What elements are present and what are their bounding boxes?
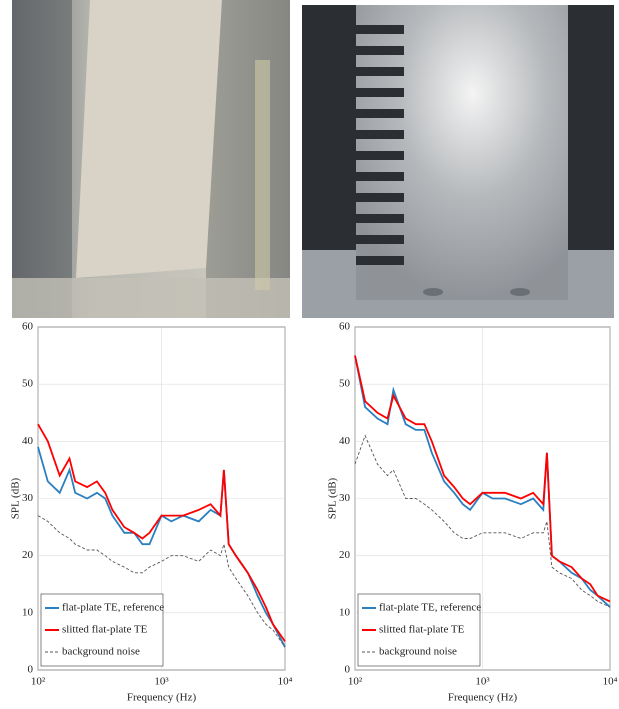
y-tick-label: 50 bbox=[22, 378, 34, 390]
legend-label: flat-plate TE, reference bbox=[62, 602, 164, 614]
series-line bbox=[37, 423, 286, 642]
x-tick-label: 10⁴ bbox=[603, 676, 618, 688]
legend-label: slitted flat-plate TE bbox=[379, 624, 465, 636]
y-tick-label: 40 bbox=[22, 435, 34, 447]
x-tick-label: 10² bbox=[31, 676, 46, 688]
legend-box bbox=[357, 593, 481, 667]
photo-slitted-plate bbox=[302, 5, 614, 318]
x-tick-label: 10⁴ bbox=[278, 676, 293, 688]
y-axis-label: SPL (dB) bbox=[327, 477, 339, 519]
y-tick-label: 10 bbox=[339, 606, 351, 618]
y-tick-label: 60 bbox=[22, 321, 34, 333]
series-line bbox=[37, 515, 286, 648]
legend-label: background noise bbox=[379, 646, 457, 658]
y-tick-label: 50 bbox=[339, 378, 351, 390]
charts: 0 10 20 30 40 50 60 10² 10³ 10⁴ Frequency (Hz) SPL … bbox=[10, 321, 618, 704]
y-axis-label: SPL (dB) bbox=[10, 477, 22, 519]
y-tick-label: 0 bbox=[28, 664, 34, 676]
y-tick-label: 20 bbox=[339, 549, 351, 561]
legend-label: background noise bbox=[62, 646, 140, 658]
x-tick-label: 10³ bbox=[154, 676, 169, 688]
y-tick-label: 10 bbox=[22, 606, 34, 618]
y-tick-label: 20 bbox=[22, 549, 34, 561]
x-axis-label: Frequency (Hz) bbox=[127, 692, 197, 704]
x-tick-label: 10² bbox=[348, 676, 363, 688]
x-axis-label: Frequency (Hz) bbox=[448, 692, 518, 704]
y-tick-label: 0 bbox=[345, 664, 351, 676]
y-tick-label: 60 bbox=[339, 321, 351, 333]
legend-box bbox=[40, 593, 164, 667]
y-tick-label: 30 bbox=[22, 492, 34, 504]
series-line bbox=[354, 434, 611, 608]
legend-label: flat-plate TE, reference bbox=[379, 602, 481, 614]
legend-label: slitted flat-plate TE bbox=[62, 624, 148, 636]
photo-flat-plate bbox=[12, 0, 290, 318]
y-tick-label: 40 bbox=[339, 435, 351, 447]
x-tick-label: 10³ bbox=[475, 676, 490, 688]
series-line bbox=[354, 355, 611, 603]
y-tick-label: 30 bbox=[339, 492, 351, 504]
